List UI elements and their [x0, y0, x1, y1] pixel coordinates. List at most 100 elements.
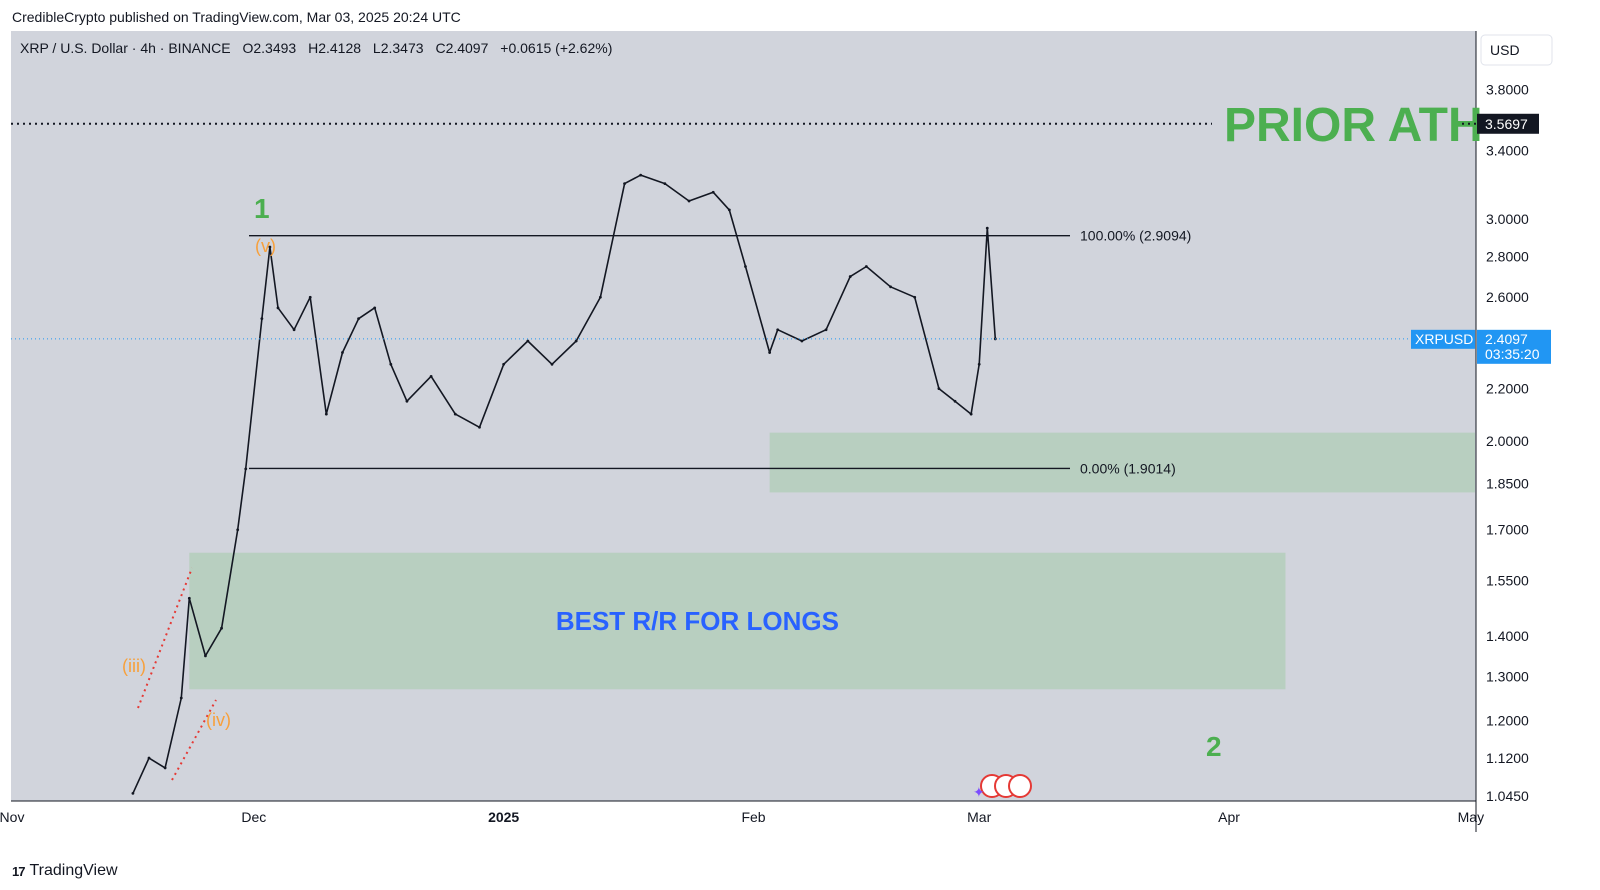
symbol-name: XRP / U.S. Dollar · 4h · BINANCE: [20, 40, 231, 56]
price-point: [977, 362, 981, 366]
y-tick-label: 3.0000: [1486, 211, 1529, 227]
fib-level-label-1: 100.00% (2.9094): [1080, 228, 1191, 244]
event-sparkle-icon: ✦: [973, 784, 985, 800]
price-point: [848, 275, 852, 278]
price-point: [824, 328, 828, 332]
close-value: 2.4097: [446, 40, 489, 56]
price-point: [131, 791, 135, 795]
time-axis-area[interactable]: [11, 801, 1476, 832]
price-point: [244, 467, 248, 471]
tradingview-brand: TradingView: [29, 862, 118, 879]
price-point: [574, 339, 578, 343]
price-point: [953, 399, 957, 403]
y-tick-label: 2.8000: [1486, 249, 1529, 265]
y-tick-label: 2.6000: [1486, 289, 1529, 305]
price-point: [800, 339, 804, 343]
low-value: 2.3473: [381, 40, 424, 56]
price-point: [292, 328, 296, 332]
price-point: [744, 265, 747, 268]
price-point: [913, 295, 917, 299]
tradingview-footer: 17 TradingView: [12, 862, 118, 880]
prior-ath-badge: [1477, 113, 1539, 134]
price-point: [389, 362, 393, 366]
currency-label[interactable]: USD: [1490, 42, 1520, 58]
zone-1: [189, 552, 1286, 690]
price-point: [550, 362, 554, 366]
y-tick-label: 1.4000: [1486, 628, 1529, 644]
x-tick-label: Mar: [967, 809, 991, 825]
economic-events-icon[interactable]: ✦: [973, 774, 1032, 800]
price-point: [308, 295, 312, 299]
price-point: [598, 295, 602, 299]
price-point: [220, 626, 223, 630]
y-tick-label: 1.0450: [1486, 788, 1529, 804]
close-label: C: [435, 40, 445, 56]
wave-line-iii: [137, 567, 193, 709]
open-value: 2.3493: [253, 40, 296, 56]
price-point: [864, 265, 868, 268]
price-point: [324, 412, 328, 416]
wave-label-2: 2: [1206, 731, 1222, 762]
zones-layer: BEST R/R FOR LONGS: [189, 432, 1475, 690]
price-point: [341, 351, 344, 354]
zone-label-1: BEST R/R FOR LONGS: [556, 606, 839, 636]
y-tick-label: 1.1200: [1486, 750, 1529, 766]
currency-button[interactable]: [1480, 34, 1553, 66]
y-tick-label: 1.7000: [1486, 522, 1529, 538]
event-flag-3[interactable]: [1008, 774, 1032, 798]
x-tick-label: May: [1458, 809, 1484, 825]
y-tick-label: 3.4000: [1486, 142, 1529, 158]
current-price-badge: [1477, 329, 1551, 364]
zone-2: [769, 432, 1475, 493]
price-point: [163, 766, 167, 770]
price-point: [429, 374, 433, 378]
price-point: [889, 285, 892, 289]
x-tick-label: 2025: [488, 809, 519, 825]
prior-ath-label: PRIOR ATH: [1224, 99, 1483, 152]
fib-level-label-2: 0.00% (1.9014): [1080, 460, 1176, 476]
change-value: +0.0615 (+2.62%): [500, 40, 612, 56]
wave-label-iv: (iv): [206, 710, 231, 730]
price-point: [711, 190, 715, 194]
price-point: [526, 339, 530, 343]
y-tick-label: 1.8500: [1486, 475, 1529, 491]
price-point: [453, 412, 457, 416]
x-tick-label: Dec: [241, 809, 266, 825]
price-point: [727, 208, 731, 212]
x-tick-label: Apr: [1218, 809, 1240, 825]
price-point: [204, 654, 207, 658]
price-point: [937, 387, 941, 391]
y-tick-label: 3.8000: [1486, 82, 1529, 98]
price-point: [236, 528, 240, 532]
symbol-info: XRP / U.S. Dollar · 4h · BINANCE O2.3493…: [20, 40, 612, 56]
wave-label-iii: (iii): [122, 656, 146, 676]
price-axis-area[interactable]: [1476, 31, 1557, 832]
open-label: O: [242, 40, 253, 56]
fib-levels-layer: 100.00% (2.9094) 0.00% (1.9014): [249, 228, 1191, 476]
price-point: [179, 696, 183, 700]
prior-ath-layer: PRIOR ATH 3.5697: [11, 99, 1539, 152]
series-layer: [131, 173, 997, 795]
x-tick-label: Nov: [0, 809, 24, 825]
price-point: [147, 756, 151, 760]
price-point: [623, 182, 626, 186]
wave-lines-layer: [137, 567, 217, 781]
high-value: 2.4128: [318, 40, 361, 56]
y-tick-label: 1.5500: [1486, 572, 1529, 588]
wave-label-1: 1: [254, 193, 270, 224]
x-ticks: Nov Dec 2025 Feb Mar Apr May: [0, 809, 1484, 825]
price-point: [357, 317, 360, 321]
prior-ath-badge-label: 3.5697: [1485, 116, 1528, 132]
y-tick-label: 1.2000: [1486, 712, 1529, 728]
wave-label-v: (v): [255, 236, 276, 256]
high-label: H: [308, 40, 318, 56]
price-point: [768, 351, 772, 354]
price-point: [776, 328, 780, 332]
price-point: [260, 317, 264, 321]
y-ticks: 3.8000 3.4000 3.0000 2.8000 2.6000 2.2000 2.00…: [1486, 82, 1529, 804]
low-label: L: [373, 40, 381, 56]
current-price-label: 2.4097: [1485, 331, 1528, 347]
symbol-badge: [1411, 329, 1475, 349]
y-tick-label: 1.3000: [1486, 669, 1529, 685]
